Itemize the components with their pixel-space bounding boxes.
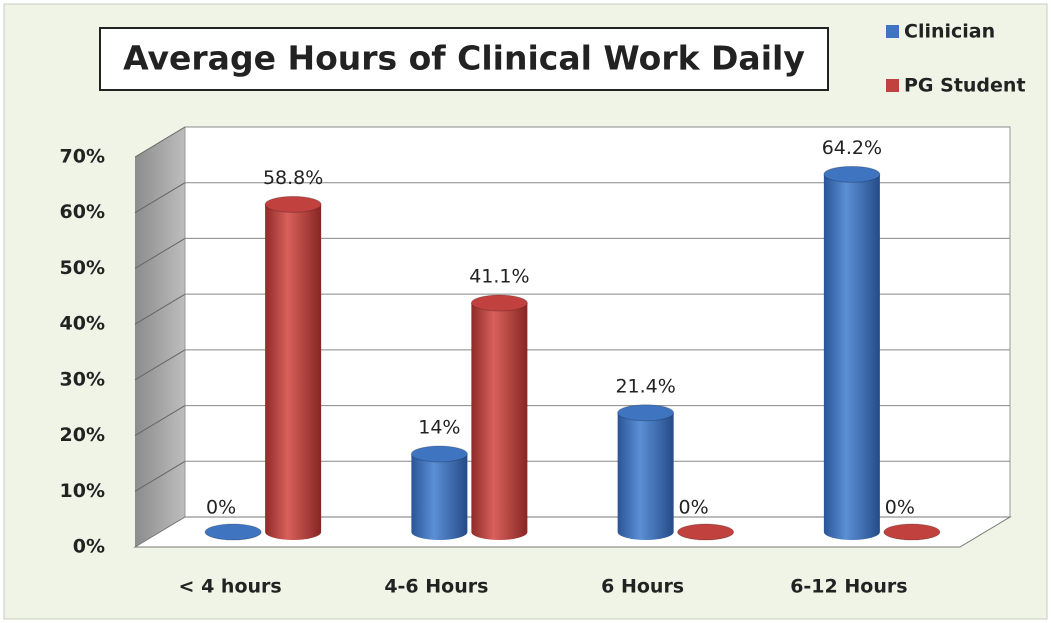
grid-line xyxy=(134,182,186,214)
bar xyxy=(617,412,674,540)
y-tick-label: 40% xyxy=(60,313,105,335)
bar xyxy=(265,204,322,540)
x-tick-label: 6 Hours xyxy=(601,576,684,598)
y-tick-label: 10% xyxy=(60,480,105,502)
grid-line xyxy=(134,293,186,325)
title-box xyxy=(99,27,829,91)
y-tick-label: 50% xyxy=(60,257,105,279)
bar xyxy=(823,174,880,541)
grid-line xyxy=(134,405,186,437)
floor xyxy=(133,516,1012,548)
x-tick-label: 6-12 Hours xyxy=(790,576,907,598)
bar-top xyxy=(410,445,468,463)
y-tick-label: 0% xyxy=(73,536,105,558)
grid-line xyxy=(134,126,186,158)
value-label: 14% xyxy=(418,417,460,439)
grid-line xyxy=(134,460,186,492)
grid-line xyxy=(134,237,186,269)
legend-swatch xyxy=(886,79,899,92)
chart-title: Average Hours of Clinical Work Daily xyxy=(123,39,805,78)
bar-top xyxy=(264,195,322,213)
value-label: 58.8% xyxy=(263,167,323,189)
x-tick-label: < 4 hours xyxy=(179,576,282,598)
bar xyxy=(411,454,468,540)
x-tick-label: 4-6 Hours xyxy=(384,576,488,598)
y-tick-label: 70% xyxy=(60,146,105,168)
bar-top xyxy=(470,294,528,312)
legend-label: Clinician xyxy=(904,21,995,43)
y-tick-label: 30% xyxy=(60,368,105,390)
value-label: 0% xyxy=(679,497,709,519)
grid-line xyxy=(134,349,186,381)
legend-swatch xyxy=(886,25,899,38)
side-wall xyxy=(135,127,185,547)
bar-top xyxy=(823,165,881,183)
y-tick-label: 60% xyxy=(60,201,105,223)
y-tick-label: 20% xyxy=(60,424,105,446)
bar-top xyxy=(677,523,735,541)
bar xyxy=(471,303,528,540)
bar-top xyxy=(617,404,675,422)
bar-top xyxy=(883,523,941,541)
bar-top xyxy=(204,523,262,541)
value-label: 0% xyxy=(885,497,915,519)
value-label: 41.1% xyxy=(469,266,529,288)
legend-label: PG Student xyxy=(904,75,1026,97)
value-label: 64.2% xyxy=(822,137,882,159)
value-label: 21.4% xyxy=(615,375,675,397)
value-label: 0% xyxy=(206,497,236,519)
